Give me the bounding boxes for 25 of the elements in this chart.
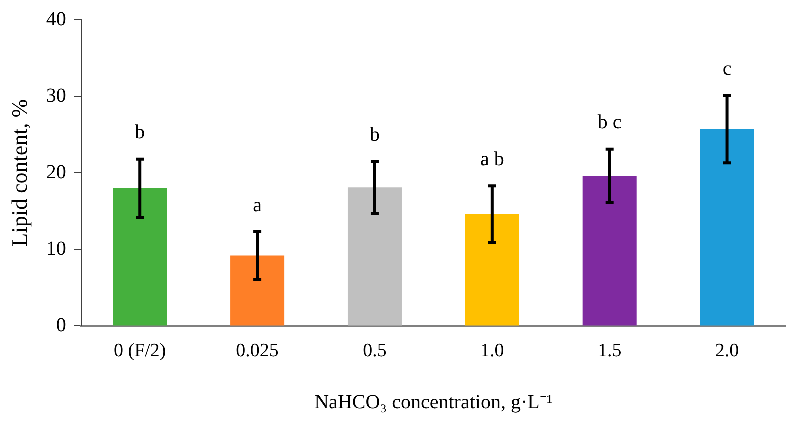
bar <box>230 256 285 326</box>
y-tick-label: 20 <box>46 161 66 184</box>
bar <box>465 214 520 326</box>
annotation: a b <box>480 148 504 170</box>
bar <box>113 188 168 326</box>
y-axis-title: Lipid content, % <box>6 99 32 247</box>
x-axis-title: NaHCO₃ concentration, g·L⁻¹ <box>314 391 553 414</box>
annotation: b <box>370 124 380 146</box>
x-tick-label: 1.5 <box>598 340 622 362</box>
bar <box>348 188 402 326</box>
x-tick-label: 2.0 <box>715 340 740 362</box>
y-tick-label: 40 <box>46 8 66 30</box>
annotation: b <box>135 122 146 144</box>
x-tick-label: 0 (F/2) <box>114 340 166 362</box>
y-tick-label: 10 <box>46 238 66 260</box>
bar <box>582 176 637 326</box>
annotation: b c <box>598 112 622 134</box>
annotation: c <box>722 58 732 80</box>
y-tick-label: 0 <box>56 314 66 336</box>
x-tick-label: 0.5 <box>363 340 387 362</box>
annotation: a <box>253 194 262 216</box>
x-tick-label: 0.025 <box>236 340 279 362</box>
y-tick-label: 30 <box>46 84 66 107</box>
x-tick-label: 1.0 <box>480 340 504 362</box>
bar <box>700 129 754 326</box>
